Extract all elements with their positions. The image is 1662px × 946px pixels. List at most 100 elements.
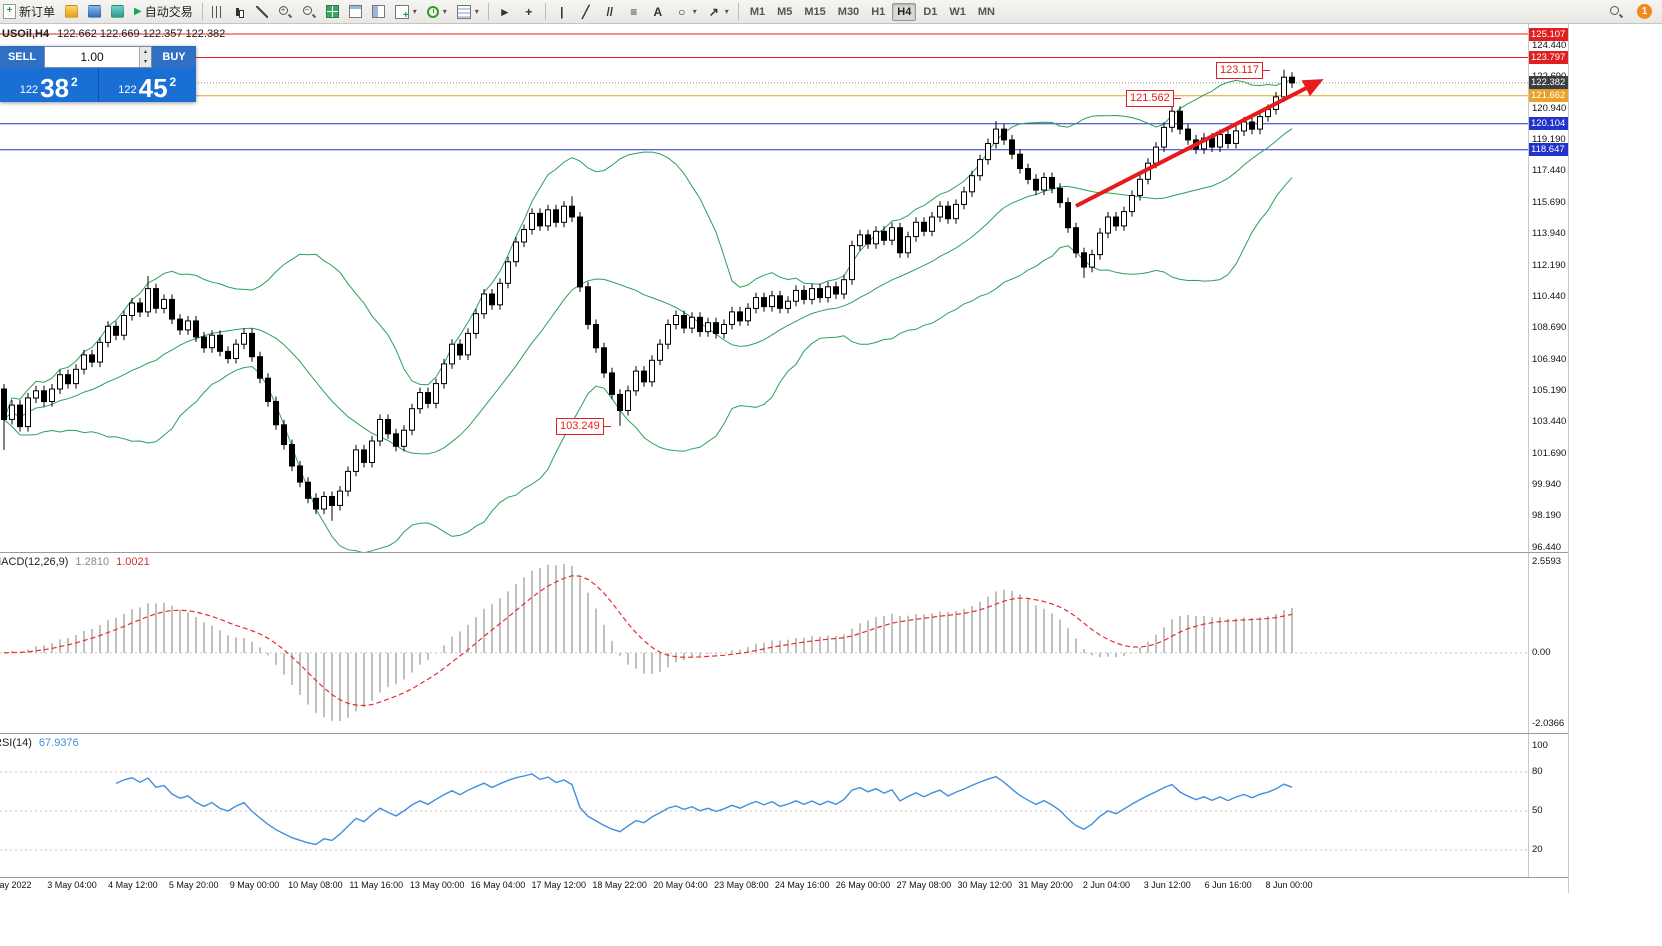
data-window-icon: [88, 5, 102, 18]
chart-symbol-header: USOil,H4 122.662 122.669 122.357 122.382: [2, 28, 225, 40]
buy-button[interactable]: BUY: [152, 46, 196, 68]
sell-price-fraction: 2: [71, 75, 78, 89]
time-label: 3 May 04:00: [47, 880, 97, 890]
one-click-trading-widget: SELL 1.00 ▴ ▾ BUY 122 38 2 122 45 2: [0, 46, 196, 102]
sell-price-int: 122: [19, 84, 39, 96]
volume-up-icon[interactable]: ▴: [140, 47, 151, 57]
profiles-button[interactable]: [423, 2, 451, 22]
price-axis[interactable]: 124.440122.690120.940119.190117.440115.6…: [1528, 24, 1569, 877]
pane-separator-macd[interactable]: [0, 552, 1568, 553]
price-tick: 124.440: [1532, 40, 1567, 51]
time-axis[interactable]: 3 May 2022 3 May 04:00 4 May 12:00 5 May 20…: [0, 878, 1528, 894]
rsi-scale-80: 80: [1532, 766, 1543, 777]
price-annotation[interactable]: 121.562: [1126, 90, 1181, 107]
time-label: 27 May 08:00: [896, 880, 952, 890]
zoom-in-button[interactable]: +: [274, 2, 296, 22]
timeframe-M30[interactable]: M30: [833, 3, 864, 21]
right-empty-panel: [1569, 24, 1662, 946]
new-chart-button[interactable]: [391, 2, 421, 22]
price-tag: 118.647: [1529, 143, 1569, 157]
navigator-icon: [111, 5, 125, 18]
price-annotation[interactable]: 123.117: [1216, 62, 1270, 79]
notifications-button[interactable]: 1: [1633, 2, 1656, 22]
rsi-name: RSI(14): [0, 737, 32, 749]
time-label: 5 May 20:00: [168, 880, 219, 890]
macd-scale-max: 2.5593: [1532, 556, 1562, 567]
timeframe-M15[interactable]: M15: [799, 3, 830, 21]
time-label: 6 Jun 16:00: [1204, 880, 1252, 890]
main-chart-canvas[interactable]: [0, 24, 1528, 554]
candlestick-button[interactable]: [230, 2, 250, 22]
shapes-button[interactable]: ○: [671, 2, 701, 22]
pane-separator-rsi[interactable]: [0, 733, 1568, 734]
cursor-button[interactable]: ►: [494, 2, 516, 22]
timeframe-H4[interactable]: H4: [892, 2, 917, 21]
timeframe-W1[interactable]: W1: [944, 3, 971, 21]
volume-value[interactable]: 1.00: [80, 50, 104, 64]
timeframe-MN[interactable]: MN: [973, 3, 1000, 21]
data-window-button[interactable]: [84, 2, 105, 22]
time-label: 10 May 08:00: [288, 880, 343, 890]
tile-windows-icon: [325, 5, 339, 18]
market-watch-icon: [65, 5, 79, 18]
toolbar-separator: [487, 3, 489, 20]
toolbar-separator: [544, 3, 546, 20]
price-tick: 110.440: [1532, 290, 1566, 302]
macd-label: MACD(12,26,9) 1.2810 1.0021: [0, 556, 150, 568]
channel-button[interactable]: //: [599, 2, 621, 22]
price-tick: 98.190: [1532, 510, 1562, 522]
shapes-icon: ○: [678, 4, 686, 19]
time-label: 3 Jun 12:00: [1143, 880, 1191, 890]
price-tick: 105.190: [1532, 384, 1567, 396]
fibonacci-icon: ≡: [630, 4, 638, 19]
toolbar-separator: [737, 3, 739, 20]
price-tag: 122.382: [1529, 76, 1569, 90]
volume-spinner[interactable]: 1.00 ▴ ▾: [44, 46, 152, 68]
sell-button[interactable]: SELL: [0, 46, 44, 68]
price-tag: 123.797: [1529, 51, 1569, 65]
timeframe-M1[interactable]: M1: [745, 3, 770, 21]
bar-chart-button[interactable]: [208, 2, 228, 22]
templates-button[interactable]: [453, 2, 483, 22]
rsi-value: 67.9376: [38, 737, 79, 749]
autotrading-button[interactable]: ▶ 自动交易: [130, 2, 197, 22]
text-tool-button[interactable]: A: [647, 2, 669, 22]
volume-down-icon[interactable]: ▾: [140, 57, 151, 67]
price-tag: 121.662: [1529, 89, 1569, 103]
navigator-button[interactable]: [107, 2, 128, 22]
new-chart-icon: [394, 4, 409, 21]
rsi-pane-canvas[interactable]: [0, 733, 1528, 877]
new-order-button[interactable]: + 新订单: [0, 2, 59, 22]
bar-chart-icon: [211, 5, 224, 18]
trendline-button[interactable]: ╱: [575, 2, 597, 22]
cascade-windows-icon: [348, 5, 362, 18]
trade-widget-top-row: SELL 1.00 ▴ ▾ BUY: [0, 46, 196, 68]
cursor-icon: ►: [498, 4, 511, 19]
tile-windows-button[interactable]: [322, 2, 343, 22]
autotrading-icon: ▶: [134, 6, 142, 17]
trendline-icon: ╱: [582, 4, 590, 19]
price-tick: 99.940: [1532, 479, 1562, 491]
timeframe-H1[interactable]: H1: [866, 3, 890, 21]
sell-price-button[interactable]: 122 38 2: [0, 68, 98, 102]
rsi-line: [115, 773, 1293, 846]
line-chart-button[interactable]: [252, 2, 272, 22]
macd-signal-line: [3, 575, 1293, 707]
timeframe-M5[interactable]: M5: [772, 3, 797, 21]
arrows-button[interactable]: ↗: [703, 2, 733, 22]
cascade-windows-button[interactable]: [345, 2, 366, 22]
buy-price-button[interactable]: 122 45 2: [98, 68, 196, 102]
market-watch-button[interactable]: [61, 2, 82, 22]
search-button[interactable]: [1605, 2, 1627, 22]
timeframe-D1[interactable]: D1: [918, 3, 942, 21]
text-tool-icon: A: [653, 4, 663, 19]
tile-horizontal-button[interactable]: [368, 2, 389, 22]
price-tick: 117.440: [1532, 165, 1566, 177]
fibonacci-button[interactable]: ≡: [623, 2, 645, 22]
zoom-out-button[interactable]: −: [298, 2, 320, 22]
vertical-line-button[interactable]: |: [551, 2, 573, 22]
crosshair-button[interactable]: +: [518, 2, 540, 22]
time-label: 3 May 2022: [0, 880, 32, 890]
macd-pane-canvas[interactable]: [0, 552, 1528, 733]
price-annotation[interactable]: 103.249: [556, 418, 611, 435]
